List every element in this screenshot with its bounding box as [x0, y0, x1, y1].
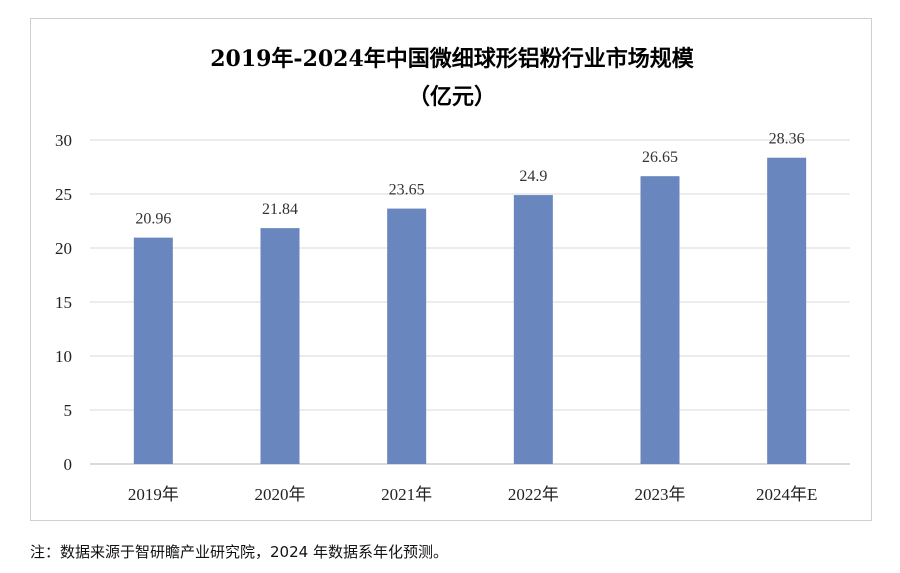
chart-subtitle: （亿元） [408, 84, 496, 110]
y-tick-label: 0 [64, 455, 73, 474]
y-tick-label: 10 [55, 347, 72, 366]
y-tick-label: 20 [55, 239, 72, 258]
x-tick-label: 2022年 [508, 485, 559, 504]
x-tick-label: 2023年 [635, 485, 686, 504]
x-tick-label: 2021年 [381, 485, 432, 504]
data-label: 21.84 [262, 201, 298, 218]
bar [133, 237, 173, 464]
bar [513, 195, 553, 464]
bar [640, 176, 680, 464]
y-tick-label: 30 [55, 131, 72, 150]
data-label: 24.9 [519, 168, 547, 185]
data-label: 23.65 [389, 182, 425, 199]
x-tick-label: 2019年 [128, 485, 179, 504]
y-tick-label: 25 [55, 185, 72, 204]
y-tick-label: 5 [64, 401, 73, 420]
chart-title: 2019年-2024年中国微细球形铝粉行业市场规模 [210, 46, 695, 72]
y-tick-label: 15 [55, 293, 72, 312]
x-tick-label: 2024年E [756, 485, 817, 504]
bar [387, 208, 427, 464]
data-label: 20.96 [135, 211, 171, 228]
data-label: 28.36 [769, 131, 805, 148]
bar [260, 228, 300, 464]
footnote: 注：数据来源于智研瞻产业研究院，2024 年数据系年化预测。 [30, 543, 448, 561]
bar [767, 157, 807, 464]
x-tick-label: 2020年 [255, 485, 306, 504]
data-label: 26.65 [642, 149, 678, 166]
